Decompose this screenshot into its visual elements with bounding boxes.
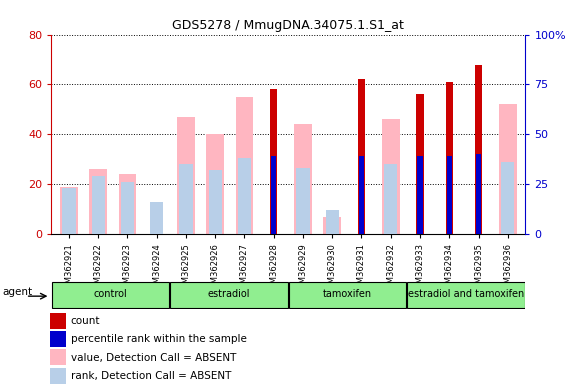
Bar (177, 117, 195, 234)
Bar (50, 331, 66, 347)
Bar (91, 176, 105, 234)
Bar (408, 282, 525, 308)
Bar (90, 169, 107, 234)
Bar (121, 182, 134, 234)
Bar (238, 158, 251, 234)
Bar (208, 170, 222, 234)
Bar (119, 174, 136, 234)
Bar (417, 156, 423, 234)
Bar (416, 94, 424, 234)
Text: estradiol: estradiol (208, 289, 250, 299)
Bar (475, 65, 482, 234)
Bar (50, 349, 66, 366)
Bar (207, 134, 224, 234)
Bar (271, 156, 276, 234)
Bar (499, 104, 517, 234)
Bar (358, 79, 365, 234)
Text: tamoxifen: tamoxifen (323, 289, 372, 299)
Bar (323, 217, 341, 234)
Bar (179, 164, 192, 234)
Bar (289, 282, 406, 308)
Text: rank, Detection Call = ABSENT: rank, Detection Call = ABSENT (71, 371, 231, 381)
Title: GDS5278 / MmugDNA.34075.1.S1_at: GDS5278 / MmugDNA.34075.1.S1_at (172, 19, 404, 32)
Bar (171, 282, 288, 308)
Bar (359, 156, 364, 234)
Bar (50, 367, 66, 384)
Bar (476, 154, 481, 234)
Bar (445, 82, 453, 234)
Bar (150, 202, 163, 234)
Bar (294, 124, 312, 234)
Bar (447, 156, 452, 234)
Text: percentile rank within the sample: percentile rank within the sample (71, 334, 247, 344)
Bar (382, 119, 400, 234)
Bar (60, 187, 78, 234)
Bar (296, 168, 309, 234)
Bar (501, 162, 514, 234)
Bar (52, 282, 169, 308)
Bar (62, 188, 75, 234)
Bar (325, 210, 339, 234)
Text: count: count (71, 316, 100, 326)
Text: control: control (94, 289, 127, 299)
Text: agent: agent (3, 287, 33, 297)
Bar (270, 89, 278, 234)
Bar (236, 97, 254, 234)
Text: estradiol and tamoxifen: estradiol and tamoxifen (408, 289, 524, 299)
Text: value, Detection Call = ABSENT: value, Detection Call = ABSENT (71, 353, 236, 363)
Bar (384, 164, 397, 234)
Bar (50, 313, 66, 329)
